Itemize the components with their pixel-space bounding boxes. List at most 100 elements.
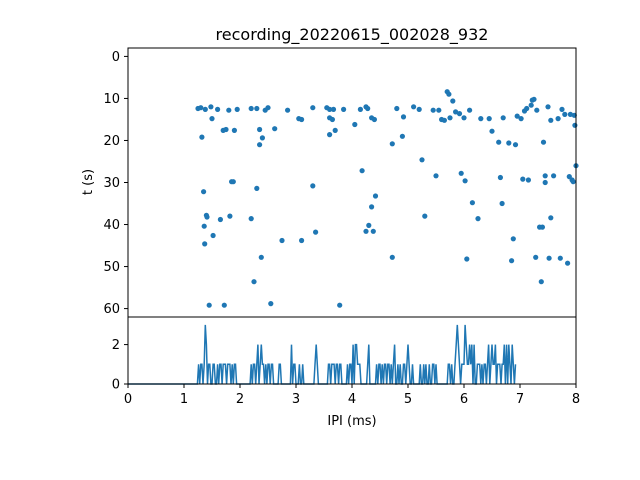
scatter-point bbox=[299, 237, 305, 244]
scatter-point bbox=[510, 236, 516, 242]
scatter-point bbox=[363, 228, 369, 234]
scatter-point bbox=[227, 213, 233, 219]
x-tick-label: 7 bbox=[516, 392, 524, 407]
histogram-y-tick-label: 2 bbox=[112, 338, 120, 353]
scatter-point bbox=[478, 116, 484, 122]
scatter-point bbox=[542, 179, 548, 186]
scatter-point bbox=[202, 106, 208, 112]
scatter-points bbox=[195, 89, 579, 308]
scatter-point bbox=[201, 189, 207, 195]
scatter-point bbox=[268, 301, 274, 307]
scatter-point bbox=[524, 105, 530, 112]
scatter-point bbox=[416, 106, 422, 112]
scatter-point bbox=[389, 141, 395, 147]
x-tick-label: 5 bbox=[404, 392, 412, 407]
scatter-point bbox=[533, 254, 539, 260]
scatter-point bbox=[572, 122, 578, 128]
scatter-point bbox=[469, 200, 475, 206]
scatter-point bbox=[486, 116, 492, 122]
scatter-point bbox=[551, 173, 557, 179]
scatter-point bbox=[545, 104, 551, 110]
scatter-point bbox=[254, 185, 260, 191]
scatter-point bbox=[248, 105, 254, 112]
x-tick-label: 1 bbox=[180, 392, 188, 407]
scatter-point bbox=[422, 213, 428, 219]
x-tick-label: 8 bbox=[572, 392, 580, 407]
scatter-point bbox=[310, 105, 316, 111]
y-tick-label: 20 bbox=[103, 134, 120, 149]
scatter-point bbox=[389, 254, 395, 260]
scatter-point bbox=[464, 256, 470, 262]
scatter-point bbox=[548, 215, 554, 221]
scatter-point bbox=[462, 178, 468, 184]
scatter-point bbox=[371, 116, 377, 123]
scatter-point bbox=[489, 128, 495, 134]
scatter-point bbox=[352, 121, 358, 128]
scatter-point bbox=[546, 255, 552, 261]
scatter-point bbox=[202, 241, 208, 247]
scatter-point bbox=[567, 111, 574, 117]
scatter-point bbox=[327, 132, 333, 138]
scatter-point bbox=[531, 96, 537, 102]
y-axis-ticks: 0 10 20 30 40 50 60 bbox=[103, 50, 128, 317]
scatter-point bbox=[419, 157, 425, 163]
scatter-point bbox=[557, 255, 563, 261]
scatter-point bbox=[518, 116, 524, 122]
scatter-point bbox=[542, 173, 548, 179]
scatter-point bbox=[208, 104, 214, 110]
histogram-y-ticks: 02 bbox=[112, 338, 128, 393]
scatter-point bbox=[399, 133, 405, 139]
scatter-point bbox=[310, 183, 316, 189]
scatter-point bbox=[436, 107, 442, 113]
scatter-point bbox=[400, 114, 407, 120]
scatter-point bbox=[234, 106, 240, 112]
scatter-point bbox=[450, 98, 456, 104]
scatter-point bbox=[265, 105, 271, 111]
scatter-panel: recording_20220615_002028_932 0 10 20 30 40 5… bbox=[81, 25, 579, 318]
scatter-point bbox=[210, 232, 216, 239]
y-tick-label: 10 bbox=[103, 92, 120, 107]
scatter-point bbox=[562, 111, 568, 117]
scatter-point bbox=[565, 260, 571, 266]
scatter-point bbox=[329, 116, 335, 123]
scatter-point bbox=[341, 106, 347, 112]
x-axis-label: IPI (ms) bbox=[327, 414, 376, 429]
scatter-point bbox=[499, 200, 505, 207]
histogram-y-tick-label: 0 bbox=[112, 378, 120, 393]
scatter-point bbox=[458, 170, 464, 176]
scatter-point bbox=[257, 142, 263, 148]
scatter-point bbox=[447, 115, 453, 121]
scatter-point bbox=[538, 279, 544, 285]
scatter-point bbox=[221, 302, 227, 308]
scatter-point bbox=[539, 224, 546, 230]
scatter-point bbox=[279, 237, 285, 244]
scatter-point bbox=[528, 102, 534, 108]
scatter-point bbox=[534, 107, 540, 113]
scatter-point bbox=[555, 116, 561, 122]
scatter-point bbox=[231, 127, 237, 133]
y-tick-label: 60 bbox=[103, 302, 120, 317]
scatter-point bbox=[520, 176, 526, 182]
y-axis-label: t (s) bbox=[81, 169, 96, 195]
scatter-point bbox=[525, 177, 532, 183]
scatter-point bbox=[559, 106, 565, 112]
scatter-point bbox=[372, 193, 379, 199]
scatter-point bbox=[446, 91, 452, 97]
scatter-point bbox=[365, 105, 371, 112]
scatter-point bbox=[411, 104, 417, 110]
scatter-point bbox=[198, 105, 204, 111]
scatter-point bbox=[223, 126, 229, 133]
scatter-point bbox=[369, 204, 375, 210]
scatter-point bbox=[313, 229, 319, 235]
scatter-point bbox=[230, 179, 236, 185]
scatter-point bbox=[359, 168, 365, 174]
scatter-point bbox=[251, 279, 257, 285]
scatter-point bbox=[215, 106, 221, 112]
scatter-point bbox=[337, 302, 343, 308]
y-tick-label: 0 bbox=[112, 50, 120, 65]
scatter-point bbox=[206, 302, 212, 308]
scatter-point bbox=[496, 139, 502, 145]
x-axis-ticks: 0 1 2 3 4 5 6 7 8 bbox=[124, 384, 580, 407]
